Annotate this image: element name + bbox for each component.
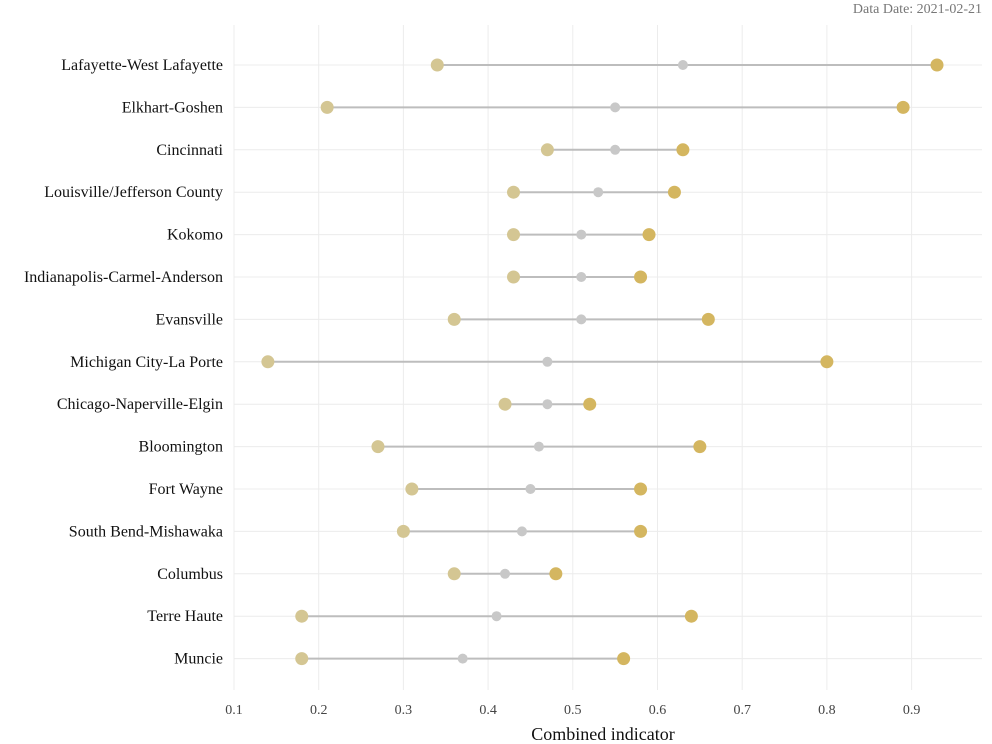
mid-point bbox=[610, 144, 621, 155]
x-tick-label: 0.3 bbox=[395, 703, 413, 718]
category-label: Fort Wayne bbox=[149, 481, 223, 498]
x-tick-label: 0.2 bbox=[310, 703, 328, 718]
x-tick-label: 0.4 bbox=[479, 703, 497, 718]
mid-point bbox=[576, 314, 587, 325]
high-point bbox=[684, 609, 698, 623]
high-point bbox=[667, 185, 681, 199]
low-point bbox=[261, 355, 275, 369]
category-label: Muncie bbox=[174, 651, 223, 668]
dumbbell-points bbox=[261, 58, 944, 666]
grid-lines bbox=[233, 25, 982, 690]
high-point bbox=[549, 567, 563, 581]
low-point bbox=[295, 609, 309, 623]
category-label: Michigan City-La Porte bbox=[70, 354, 223, 371]
x-tick-label: 0.5 bbox=[564, 703, 582, 718]
high-point bbox=[896, 100, 910, 114]
low-point bbox=[498, 397, 512, 411]
mid-point bbox=[576, 229, 587, 240]
high-point bbox=[930, 58, 944, 72]
mid-point bbox=[525, 484, 536, 494]
high-point bbox=[634, 482, 648, 496]
x-tick-label: 0.7 bbox=[733, 703, 751, 718]
low-point bbox=[396, 524, 410, 538]
category-label: Bloomington bbox=[139, 439, 223, 456]
category-label: South Bend-Mishawaka bbox=[69, 523, 223, 540]
low-point bbox=[447, 567, 461, 581]
category-label: Louisville/Jefferson County bbox=[44, 184, 223, 201]
high-point bbox=[642, 228, 656, 242]
low-point bbox=[507, 228, 521, 242]
mid-point bbox=[491, 611, 502, 622]
high-point bbox=[693, 440, 707, 454]
low-point bbox=[507, 270, 521, 284]
category-label: Terre Haute bbox=[147, 608, 223, 625]
mid-point bbox=[457, 653, 468, 664]
category-label: Indianapolis-Carmel-Anderson bbox=[24, 269, 223, 286]
x-tick-label: 0.8 bbox=[818, 703, 836, 718]
x-tick-label: 0.9 bbox=[903, 703, 921, 718]
category-label: Chicago-Naperville-Elgin bbox=[57, 396, 223, 413]
high-point bbox=[634, 270, 648, 284]
low-point bbox=[507, 185, 521, 199]
mid-point bbox=[500, 568, 511, 579]
mid-point bbox=[516, 526, 527, 537]
low-point bbox=[371, 440, 385, 454]
category-label: Evansville bbox=[155, 311, 223, 328]
high-point bbox=[676, 143, 690, 157]
data-date-note: Data Date: 2021-02-21 bbox=[853, 2, 982, 17]
mid-point bbox=[610, 102, 621, 113]
high-point bbox=[634, 524, 648, 538]
high-point bbox=[617, 652, 631, 666]
mid-point bbox=[533, 441, 544, 452]
x-tick-label: 0.6 bbox=[649, 703, 667, 718]
x-axis-ticks: 0.1 0.2 0.3 0.4 0.5 0.6 0.7 0.8 0.9 bbox=[225, 703, 920, 718]
category-label: Cincinnati bbox=[156, 142, 223, 159]
low-point bbox=[430, 58, 444, 72]
category-label: Elkhart-Goshen bbox=[122, 99, 223, 116]
x-axis-title: Combined indicator bbox=[531, 724, 674, 744]
mid-point bbox=[576, 272, 587, 282]
low-point bbox=[447, 312, 461, 326]
mid-point bbox=[593, 187, 604, 198]
low-point bbox=[295, 652, 309, 666]
low-point bbox=[540, 143, 554, 157]
x-tick-label: 0.1 bbox=[225, 703, 243, 718]
category-label: Lafayette-West Lafayette bbox=[61, 57, 223, 74]
high-point bbox=[820, 355, 834, 369]
mid-point bbox=[677, 60, 688, 70]
low-point bbox=[405, 482, 419, 496]
category-label: Columbus bbox=[157, 566, 223, 583]
category-labels: Lafayette-West Lafayette Elkhart-Goshen Ci… bbox=[24, 57, 224, 668]
low-point bbox=[320, 100, 334, 114]
high-point bbox=[583, 397, 597, 411]
mid-point bbox=[542, 356, 553, 367]
category-label: Kokomo bbox=[167, 227, 223, 244]
mid-point bbox=[542, 399, 553, 410]
high-point bbox=[701, 312, 715, 326]
